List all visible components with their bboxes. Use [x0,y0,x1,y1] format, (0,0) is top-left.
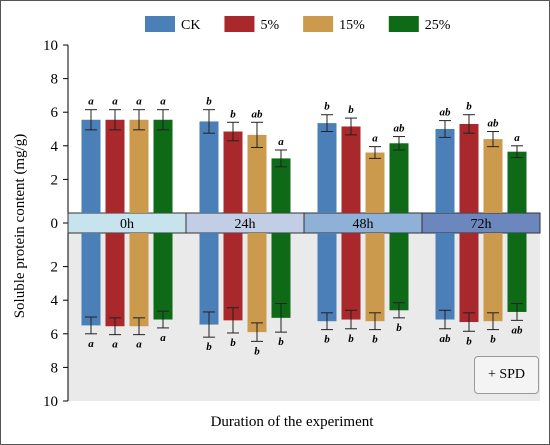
significance-label: b [206,341,212,353]
bar-top-24h-5% [223,131,243,213]
spd-label-box: + SPD [474,356,539,394]
bar-top-48h-15% [365,152,385,213]
bar-spd-72h-5% [459,233,479,323]
y-tick-label-top: 6 [51,105,59,121]
significance-label: ab [252,108,264,120]
y-tick-label-bottom: 4 [51,293,59,309]
legend-swatch-25% [388,16,419,32]
significance-label: b [230,108,236,120]
bar-top-48h-25% [389,143,409,213]
bar-spd-0h-15% [129,233,149,327]
significance-label: b [466,101,472,113]
legend-swatch-5% [224,16,255,32]
y-tick-label-zero: 0 [51,216,59,232]
bar-spd-48h-15% [365,233,385,322]
significance-label: a [112,339,118,351]
significance-label: a [88,338,94,350]
significance-label: ab [440,333,452,345]
y-tick-label-top: 2 [51,172,59,188]
significance-label: b [372,334,378,346]
legend-swatch-15% [303,16,334,32]
y-tick-label-bottom: 10 [43,394,58,410]
significance-label: a [136,339,142,351]
significance-label: ab [488,118,500,130]
significance-label: b [490,334,496,346]
significance-label: b [348,333,354,345]
bar-spd-24h-25% [271,233,291,318]
significance-label: ab [512,324,524,336]
significance-label: ab [440,107,452,119]
bar-top-0h-25% [153,119,173,213]
bar-top-24h-15% [247,134,267,213]
y-tick-label-bottom: 8 [51,360,59,376]
significance-label: a [514,132,520,144]
y-tick-label-top: 10 [43,38,58,54]
legend-swatch-CK [145,16,175,32]
significance-label: a [112,96,118,108]
time-label: 24h [235,217,256,232]
x-axis-title: Duration of the experiment [211,414,375,430]
bar-top-0h-5% [105,119,125,213]
significance-label: b [396,322,402,334]
significance-label: ab [394,123,406,135]
significance-label: a [372,133,378,145]
significance-label: a [160,96,166,108]
bar-spd-24h-15% [247,233,267,333]
bar-spd-72h-CK [435,233,455,320]
bar-spd-72h-15% [483,233,503,322]
bar-spd-24h-CK [199,233,219,325]
bar-top-0h-CK [81,119,101,213]
y-tick-label-bottom: 2 [51,260,59,276]
significance-label: a [136,96,142,108]
bar-spd-72h-25% [507,233,527,312]
time-label: 48h [353,217,374,232]
significance-label: b [324,101,330,113]
bar-top-48h-CK [317,123,337,213]
significance-label: a [278,136,284,148]
bar-top-72h-CK [435,129,455,213]
bar-spd-0h-5% [105,233,125,327]
bar-spd-48h-5% [341,233,361,320]
time-label: 72h [471,217,492,232]
legend-label: 5% [260,18,279,33]
y-tick-label-top: 4 [51,139,59,155]
significance-label: b [278,336,284,348]
y-axis-title: Soluble protein content (mg/g) [12,134,28,319]
significance-label: a [160,332,166,344]
legend-label: 25% [425,18,451,33]
bar-spd-0h-25% [153,233,173,320]
y-tick-label-bottom: 6 [51,327,59,343]
significance-label: b [466,335,472,347]
bar-top-24h-25% [271,158,291,213]
bar-top-24h-CK [199,121,219,213]
bar-top-0h-15% [129,119,149,213]
significance-label: b [206,96,212,108]
bar-spd-48h-25% [389,233,409,311]
legend-label: 15% [339,18,365,33]
time-band-72h [421,212,541,234]
significance-label: b [230,337,236,349]
time-label: 0h [120,217,134,232]
significance-label: a [88,96,94,108]
bar-spd-48h-CK [317,233,337,322]
y-tick-label-top: 8 [51,72,59,88]
bar-top-72h-25% [507,151,527,213]
significance-label: b [348,104,354,116]
bar-top-72h-5% [459,123,479,213]
significance-label: b [324,334,330,346]
legend-label: CK [181,18,200,33]
bar-top-72h-15% [483,139,503,213]
bar-spd-0h-CK [81,233,101,326]
bar-spd-24h-5% [223,233,243,321]
bar-top-48h-5% [341,126,361,213]
significance-label: b [254,345,260,357]
